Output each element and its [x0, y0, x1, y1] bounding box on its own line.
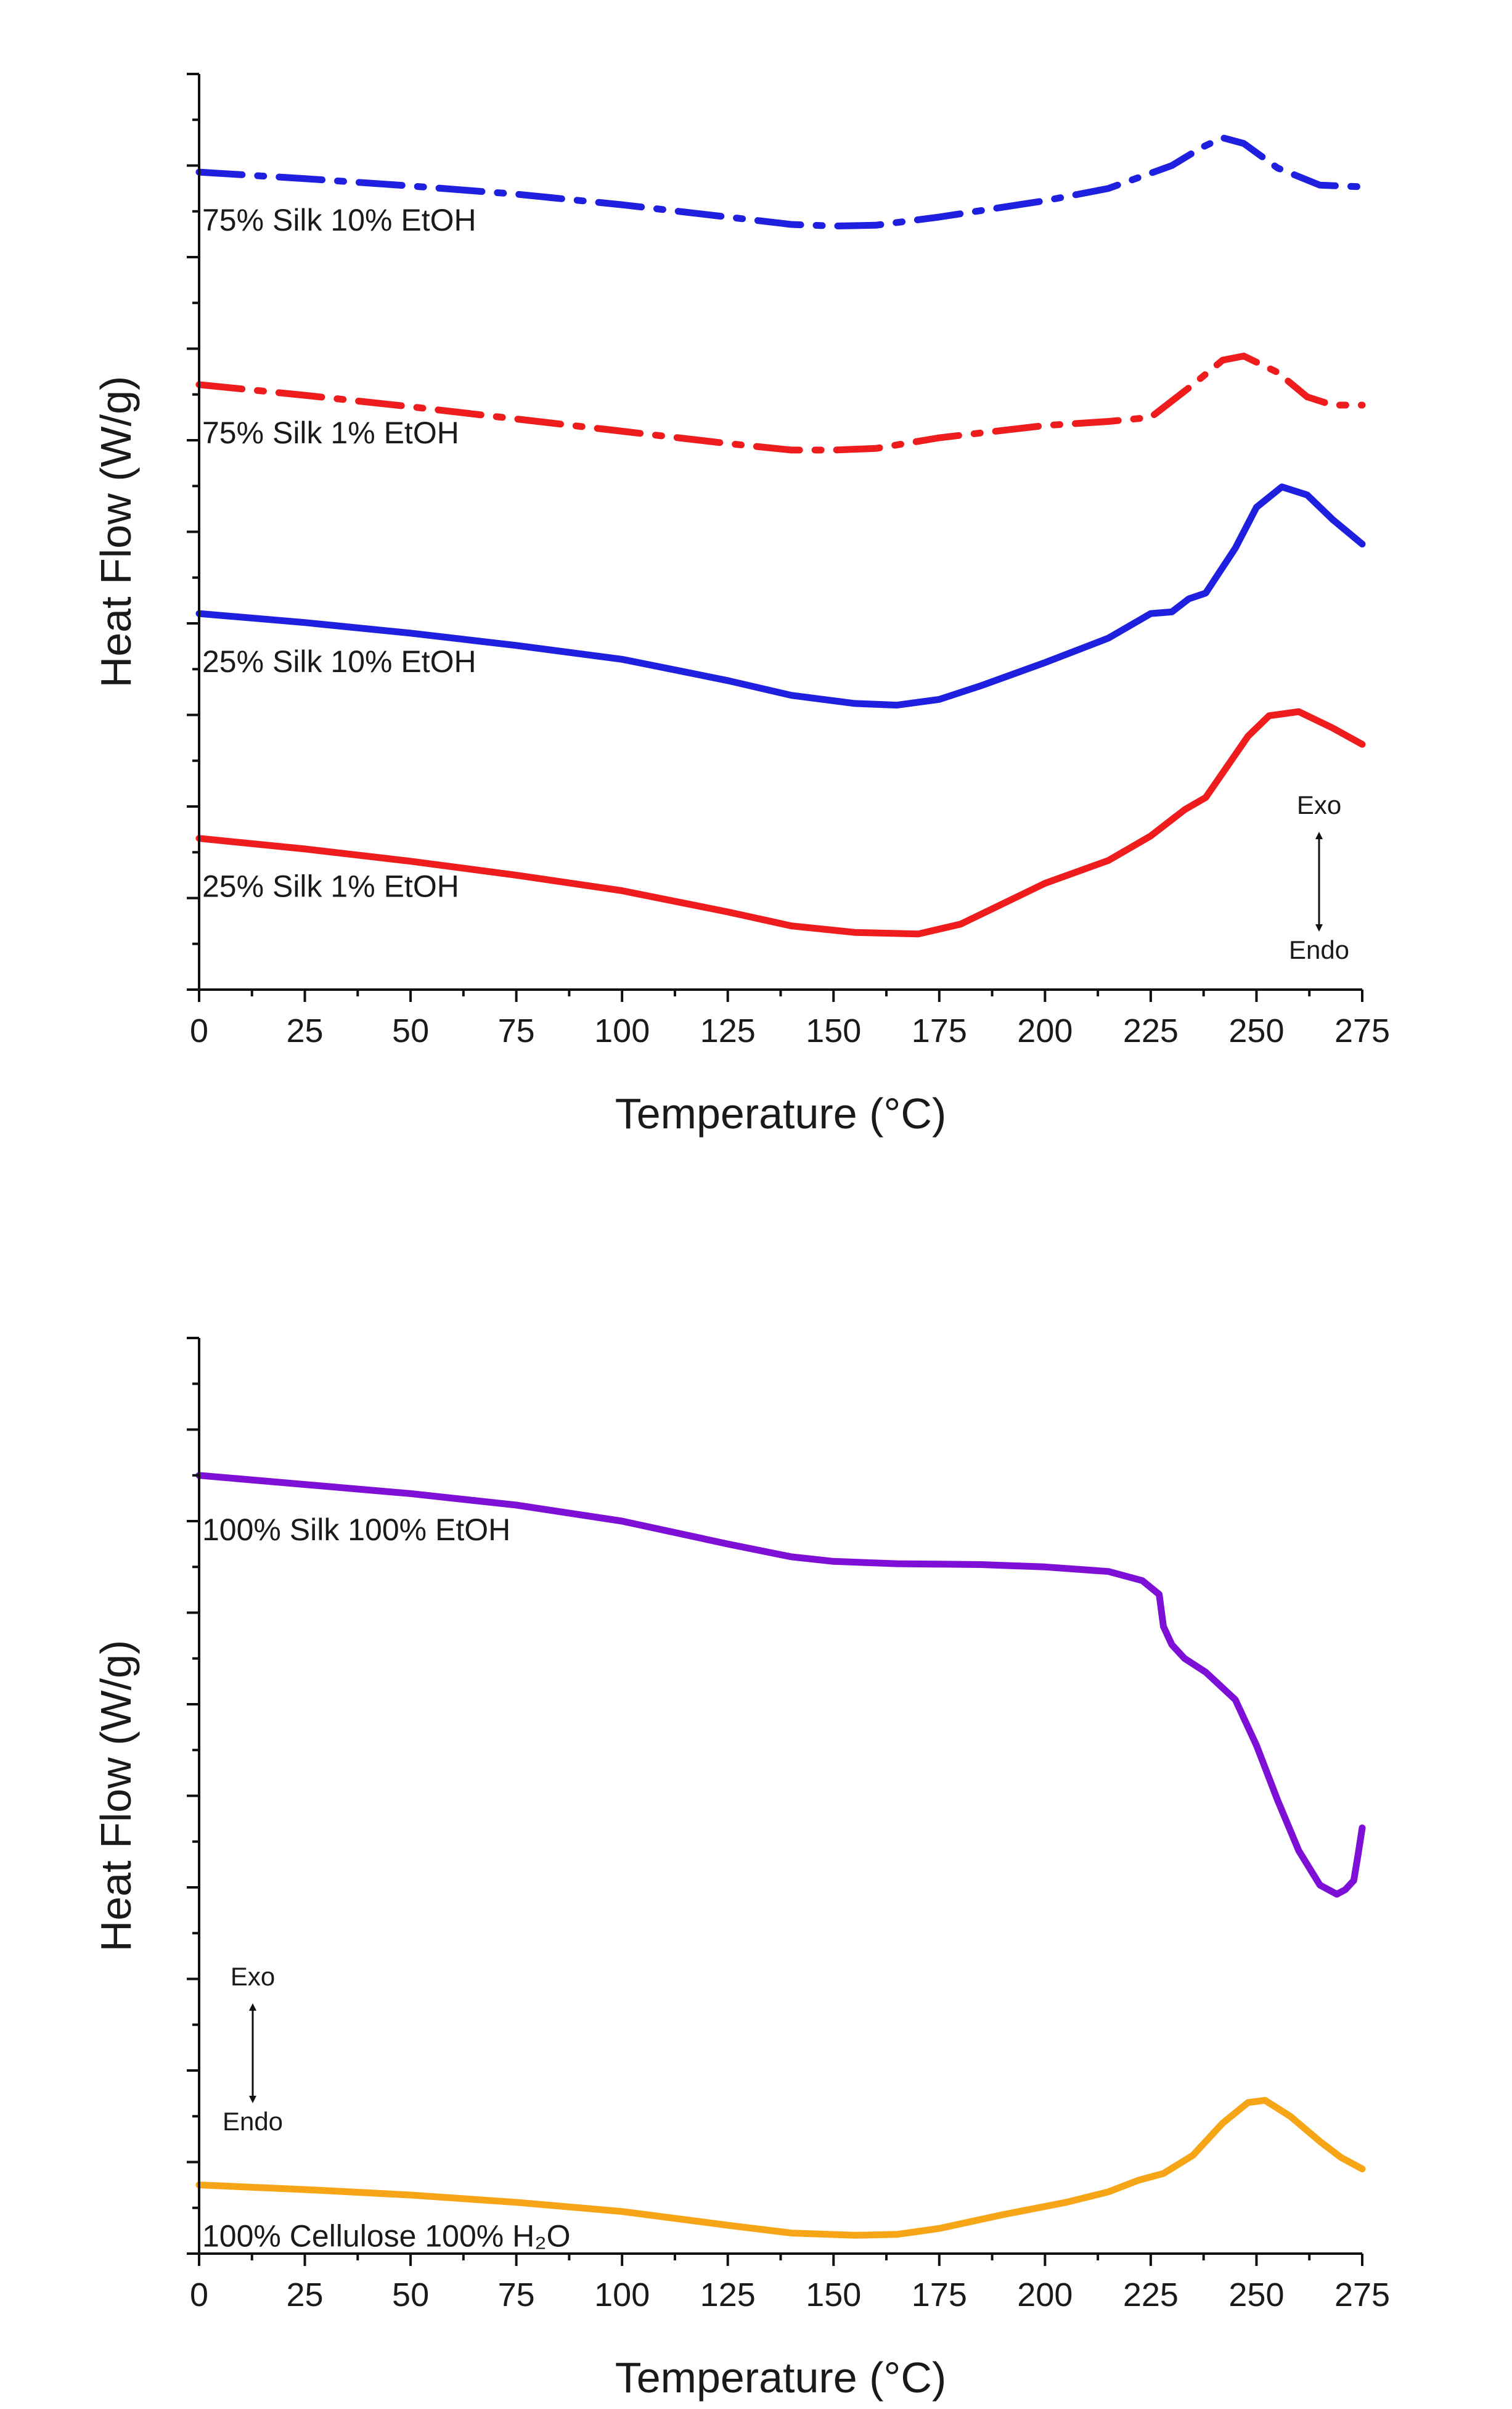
endo-label-top: Endo	[1289, 935, 1349, 964]
endo-label-bottom: Endo	[223, 2107, 283, 2136]
x-tick-label: 0	[190, 1012, 208, 1049]
chart-panel-top: 75% Silk 10% EtOH 75% Silk 1% EtOH 25% Sil…	[92, 73, 1390, 1138]
x-tick-label: 75	[498, 1012, 535, 1049]
series-label: 75% Silk 1% EtOH	[202, 416, 459, 450]
x-tick-label: 250	[1228, 2276, 1284, 2313]
x-tick-label: 25	[287, 2276, 324, 2313]
series-label: 100% Cellulose 100% H₂O	[202, 2219, 571, 2254]
y-axis-label-top: Heat Flow (W/g)	[92, 376, 140, 688]
series-label-layer-bottom: 100% Silk 100% EtOH 100% Cellulose 100% H…	[202, 1512, 571, 2254]
series-label-layer-top: 75% Silk 10% EtOH 75% Silk 1% EtOH 25% Sil…	[202, 203, 476, 904]
x-tick-label: 100	[594, 2276, 650, 2313]
series-line	[195, 1472, 1366, 1898]
plot-area-bottom: 100% Silk 100% EtOH 100% Cellulose 100% H…	[187, 1337, 1390, 2313]
series-line	[195, 708, 1366, 938]
x-tick-label: 100	[594, 1012, 650, 1049]
exo-label-top: Exo	[1297, 790, 1341, 819]
y-ticks-bottom	[187, 1337, 199, 2255]
x-tick-label: 225	[1123, 1012, 1179, 1049]
series-label: 75% Silk 10% EtOH	[202, 203, 476, 237]
y-axis-label-bottom: Heat Flow (W/g)	[92, 1640, 140, 1952]
series-line	[195, 134, 1366, 230]
series-line	[195, 483, 1366, 709]
exo-endo-indicator-top: Exo Endo	[1289, 790, 1349, 964]
x-tick-label: 225	[1123, 2276, 1179, 2313]
plot-area-top: 75% Silk 10% EtOH 75% Silk 1% EtOH 25% Sil…	[187, 73, 1390, 1049]
x-tick-label: 200	[1017, 1012, 1073, 1049]
series-line	[195, 352, 1366, 454]
x-tick-label: 75	[498, 2276, 535, 2313]
x-tick-labels-top: 0 25 50 75 100 125 150 175 200 225 250 275	[190, 1012, 1390, 1049]
chart-panel-bottom: 100% Silk 100% EtOH 100% Cellulose 100% H…	[92, 1337, 1390, 2402]
x-tick-label: 275	[1334, 1012, 1390, 1049]
x-tick-label: 50	[392, 1012, 429, 1049]
x-tick-label: 175	[912, 2276, 967, 2313]
series-line	[195, 2096, 1366, 2239]
x-tick-label: 125	[700, 1012, 756, 1049]
x-tick-labels-bottom: 0 25 50 75 100 125 150 175 200 225 250 275	[190, 2276, 1390, 2313]
x-tick-label: 50	[392, 2276, 429, 2313]
x-ticks-top	[198, 990, 1363, 1002]
x-tick-label: 150	[806, 2276, 861, 2313]
series-label: 25% Silk 10% EtOH	[202, 644, 476, 679]
x-tick-label: 175	[912, 1012, 967, 1049]
exo-endo-indicator-bottom: Exo Endo	[223, 1962, 283, 2136]
x-tick-label: 25	[287, 1012, 324, 1049]
series-layer-bottom	[195, 1472, 1366, 2239]
x-axis-label-top: Temperature (°C)	[615, 1090, 947, 1138]
x-tick-label: 125	[700, 2276, 756, 2313]
series-label: 100% Silk 100% EtOH	[202, 1512, 510, 1547]
x-tick-label: 250	[1228, 1012, 1284, 1049]
series-layer-top	[195, 134, 1366, 938]
series-label: 25% Silk 1% EtOH	[202, 869, 459, 904]
x-axis-label-bottom: Temperature (°C)	[615, 2354, 947, 2402]
x-tick-label: 0	[190, 2276, 208, 2313]
x-ticks-bottom	[198, 2254, 1363, 2266]
exo-label-bottom: Exo	[231, 1962, 275, 1991]
x-tick-label: 150	[806, 1012, 861, 1049]
x-tick-label: 200	[1017, 2276, 1073, 2313]
y-ticks-top	[187, 73, 199, 991]
x-tick-label: 275	[1334, 2276, 1390, 2313]
